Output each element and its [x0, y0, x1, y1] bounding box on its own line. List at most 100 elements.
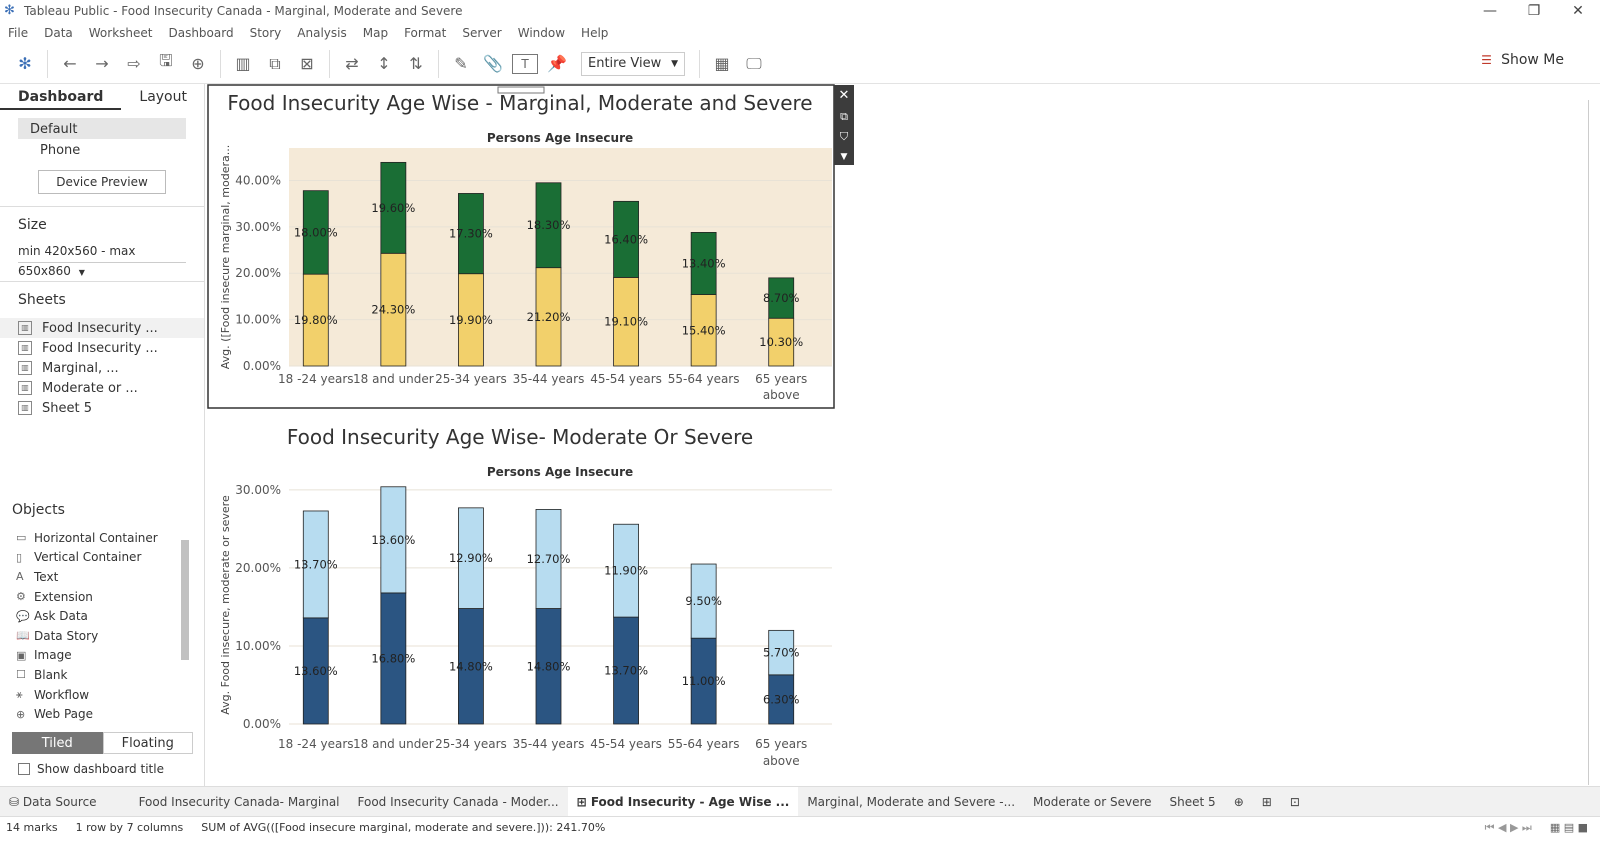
object-label: Blank [34, 667, 68, 682]
sheet-item-label: Sheet 5 [42, 400, 92, 416]
move-handle-icon [497, 86, 545, 94]
fit-view-select[interactable]: Entire View ▼ [581, 51, 685, 76]
replay-icon[interactable]: ⇨ [127, 54, 141, 73]
tableau-home-icon[interactable]: ✻ [18, 54, 32, 73]
sheet-item-label: Food Insecurity ... [42, 320, 158, 336]
tab-sheet[interactable]: Moderate or Severe [1033, 794, 1152, 809]
object-label: Ask Data [34, 609, 88, 624]
undo-icon[interactable]: ← [63, 54, 77, 73]
menu-data[interactable]: Data [44, 26, 73, 40]
close-icon[interactable]: ✕ [1572, 3, 1584, 19]
objects-scrollbar[interactable] [180, 524, 190, 724]
dashboard-charts: ✕ ⧉ ⛉ ▼ Food Insecurity Age Wise - Marginal,… [207, 84, 854, 768]
tableau-logo-icon: ✻ [4, 3, 15, 18]
workflow-icon: ⚹ [16, 687, 23, 701]
view-toggle-icons[interactable]: ▦ ▤ ■ [1549, 821, 1588, 834]
tab-sheet[interactable]: Marginal, Moderate and Severe -... [807, 794, 1016, 809]
data-label: 18.30% [527, 218, 571, 232]
floating-button[interactable]: Floating [102, 732, 193, 754]
bar-segment [613, 277, 639, 367]
show-me-button[interactable]: ☰ Show Me [1481, 52, 1564, 68]
object-label: Workflow [34, 687, 90, 702]
device-phone[interactable]: Phone [40, 143, 81, 158]
new-story-icon[interactable]: ⊡ [1289, 794, 1300, 809]
tab-dashboard-active[interactable]: ⊞ Food Insecurity - Age Wise ... [567, 786, 799, 817]
save-icon[interactable]: 🖫 [159, 51, 173, 70]
new-worksheet-icon[interactable]: ⊕ [1233, 794, 1244, 809]
show-cards-icon[interactable]: ▦ [714, 54, 730, 73]
tab-sheet[interactable]: Food Insecurity Canada- Marginal [138, 794, 340, 809]
show-dashboard-title-option[interactable]: Show dashboard title [18, 762, 164, 776]
tab-sheet[interactable]: Sheet 5 [1169, 794, 1216, 809]
blank-icon: ☐ [16, 668, 26, 682]
size-select[interactable]: min 420x560 - max 650x860 ▼ [18, 241, 186, 278]
tab-dashboard[interactable]: Dashboard [0, 84, 122, 110]
toolbar-divider [699, 49, 700, 78]
object-web-page[interactable]: ⊕ Web Page [0, 704, 178, 724]
fix-axes-icon[interactable]: 📌 [547, 54, 567, 73]
data-label: 11.00% [682, 674, 726, 688]
dashboard-icon: ⊞ [576, 794, 591, 809]
sheet-item[interactable]: ▥ Marginal, ... [0, 358, 204, 378]
toolbar-divider [329, 49, 330, 78]
checkbox[interactable] [18, 763, 30, 775]
chevron-down-icon: ▼ [78, 268, 85, 277]
data-label: 16.80% [371, 651, 415, 665]
bar-segment [458, 507, 484, 609]
x-tick-label: 65 years [755, 737, 807, 751]
presentation-mode-icon[interactable]: 🖵 [746, 53, 762, 73]
sheet-item[interactable]: ▥ Sheet 5 [0, 398, 204, 418]
menu-window[interactable]: Window [517, 26, 566, 40]
show-labels-icon[interactable]: T [512, 53, 538, 74]
menu-worksheet[interactable]: Worksheet [88, 26, 153, 40]
menu-analysis[interactable]: Analysis [297, 26, 347, 40]
object-data-story[interactable]: 📖 Data Story [0, 626, 178, 646]
y-tick-label: 20.00% [235, 561, 281, 575]
new-dashboard-icon[interactable]: ⊞ [1261, 794, 1272, 809]
sheet-icon: ▥ [18, 381, 32, 395]
scrollbar-thumb[interactable] [181, 540, 189, 660]
clear-sheet-icon[interactable]: ⊠ [300, 54, 314, 73]
sheet-item[interactable]: ▥ Moderate or ... [0, 378, 204, 398]
menu-dashboard[interactable]: Dashboard [168, 26, 234, 40]
object-image[interactable]: ▣ Image [0, 646, 178, 666]
sheet-item[interactable]: ▥ Food Insecurity ... [0, 318, 204, 338]
minimize-icon[interactable]: — [1483, 3, 1497, 19]
sheet-item[interactable]: ▥ Food Insecurity ... [0, 338, 204, 358]
duplicate-sheet-icon[interactable]: ⧉ [269, 53, 281, 73]
x-tick-label: above [763, 388, 800, 402]
highlight-icon[interactable]: ✎ [454, 54, 468, 73]
vertical-scrollbar[interactable] [1588, 100, 1589, 785]
tab-sheet[interactable]: Food Insecurity Canada - Moder... [357, 794, 559, 809]
sort-ascending-icon[interactable]: ↕ [377, 54, 391, 73]
restore-icon[interactable]: ❐ [1527, 3, 1541, 19]
object-horizontal-container[interactable]: ▭ Horizontal Container [0, 528, 178, 548]
device-default[interactable]: Default [18, 118, 186, 139]
menu-map[interactable]: Map [362, 26, 389, 40]
page-nav-icons[interactable]: ⏮ ◀ ▶ ⏭ [1484, 820, 1532, 834]
tab-layout[interactable]: Layout [139, 89, 187, 105]
data-label: 19.90% [449, 313, 493, 327]
swap-rows-columns-icon[interactable]: ⇄ [345, 54, 359, 73]
data-label: 11.90% [604, 564, 648, 578]
menu-file[interactable]: File [8, 26, 29, 40]
object-blank[interactable]: ☐ Blank [0, 665, 178, 685]
object-ask-data[interactable]: 💬 Ask Data [0, 606, 178, 626]
sort-descending-icon[interactable]: ⇅ [409, 54, 423, 73]
object-workflow[interactable]: ⚹ Workflow [0, 685, 178, 705]
tab-data-source[interactable]: ⛁ Data Source [0, 787, 106, 817]
y-axis-label: Avg. Food insecure, moderate or severe [219, 495, 232, 715]
device-preview-button[interactable]: Device Preview [38, 170, 166, 194]
redo-icon[interactable]: → [95, 54, 109, 73]
group-icon[interactable]: 📎 [483, 54, 503, 73]
new-worksheet-icon[interactable]: ▥ [235, 54, 251, 73]
menu-story[interactable]: Story [249, 26, 282, 40]
object-extension[interactable]: ⚙ Extension [0, 587, 178, 607]
tiled-button[interactable]: Tiled [12, 732, 103, 754]
new-data-source-icon[interactable]: ⊕ [191, 54, 205, 73]
menu-help[interactable]: Help [581, 26, 609, 40]
object-text[interactable]: A Text [0, 567, 178, 587]
menu-format[interactable]: Format [404, 26, 447, 40]
object-vertical-container[interactable]: ▯ Vertical Container [0, 548, 178, 568]
menu-server[interactable]: Server [462, 26, 502, 40]
